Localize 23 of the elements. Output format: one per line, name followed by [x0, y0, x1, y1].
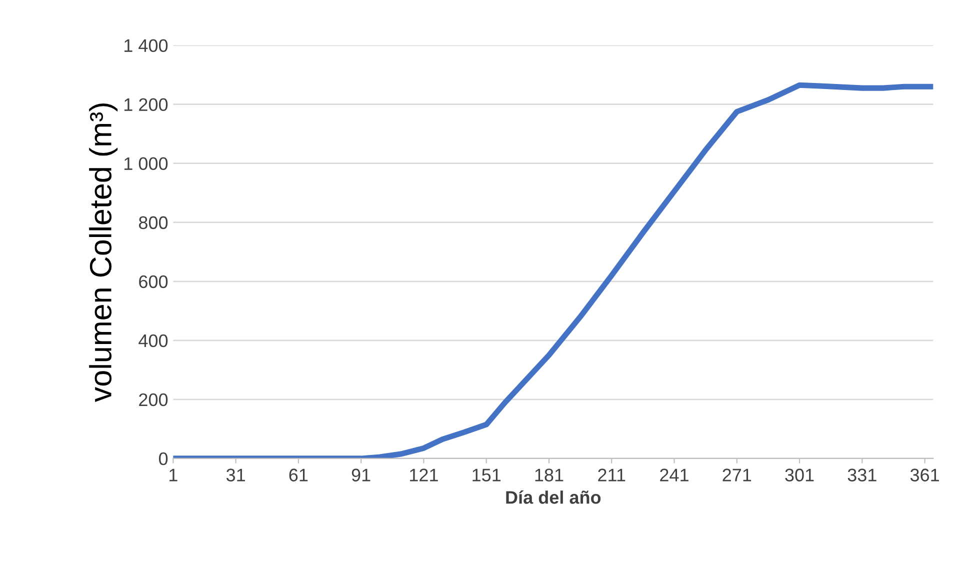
x-tick-label: 271	[722, 468, 752, 482]
x-tick-label: 241	[660, 468, 688, 482]
x-tick-label: 91	[352, 468, 370, 482]
x-tick-label: 121	[410, 468, 438, 482]
y-tick-label: 1 200	[124, 98, 168, 112]
x-axis-title: Día del año	[506, 490, 601, 504]
x-tick-label: 31	[226, 468, 245, 482]
x-tick-label: 1	[170, 468, 178, 482]
y-tick-label: 200	[139, 393, 168, 406]
x-tick-label: 61	[289, 468, 308, 482]
y-tick-label: 1 400	[124, 39, 168, 52]
x-tick-label: 301	[785, 468, 814, 482]
x-tick-label: 211	[598, 468, 626, 482]
x-tick-label: 361	[910, 468, 939, 482]
x-tick-label: 151	[472, 468, 501, 482]
y-tick-label: 600	[139, 275, 168, 288]
y-axis-title: volumen Colleted (m³)	[89, 103, 118, 402]
x-tick-label: 181	[535, 468, 564, 482]
y-tick-label: 800	[138, 216, 168, 230]
y-tick-label: 400	[138, 334, 168, 348]
y-tick-label: 0	[158, 452, 168, 466]
y-tick-label: 1 000	[124, 157, 168, 170]
x-tick-label: 331	[848, 468, 876, 482]
